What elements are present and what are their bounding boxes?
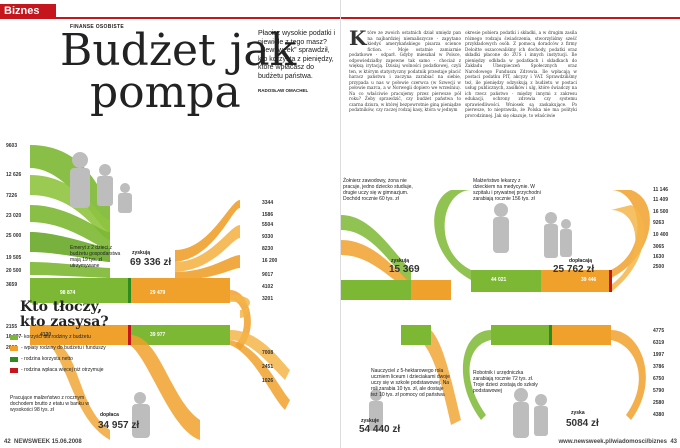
legend-title-line1: Kto tłoczy, — [20, 299, 103, 315]
value-label: 9017 — [262, 272, 274, 278]
value-label: 39 977 — [150, 332, 166, 338]
legend-label: - rodzina wpłaca więcej niż otrzymuje — [21, 367, 104, 373]
value-label: 4775 — [653, 328, 665, 334]
headline-line1: Budżet jak — [60, 25, 297, 76]
value-label: 19 505 — [6, 255, 22, 261]
person-desc-1: Emeryt z 2 dzieci z budżetu gospodarstwa… — [70, 245, 121, 269]
person-value-2: 15 369 — [389, 264, 420, 275]
lead-paragraph: Płacisz wysokie podatki i niewiele z teg… — [258, 30, 338, 96]
kicker: FINANSE OSOBISTE — [70, 24, 124, 30]
headline: Budżet jak pompa — [60, 29, 296, 118]
value-label: 2155 — [6, 324, 18, 330]
article-text-2: okresie pobiera podatki i składki, a w d… — [465, 30, 577, 118]
value-label: 44 021 — [491, 277, 507, 283]
legend-swatch — [10, 356, 18, 362]
value-label: 1026 — [262, 378, 274, 384]
value-label: 23 020 — [6, 213, 22, 219]
legend-title: Kto tłoczy, kto zasysa? — [20, 300, 109, 330]
section-divider — [341, 17, 680, 19]
value-label: 3659 — [6, 282, 18, 288]
footer-right: www.newsweek.pl/wiadomosci/biznes 43 — [558, 439, 677, 445]
person-desc-6: Robotnik i urzędniczka zarabiają rocznie… — [473, 370, 538, 394]
person-value-3: 25 762 zł — [553, 264, 595, 275]
value-label: 39 446 — [581, 277, 597, 283]
value-label: 1997 — [653, 352, 665, 358]
value-label: 16 500 — [653, 209, 669, 215]
legend-item: - wpłaty rodziny do budżetu i funduszy — [10, 345, 106, 351]
value-label: 7008 — [262, 350, 274, 356]
legend-label: - rodzina korzysta netto — [21, 356, 73, 362]
value-label: 20 500 — [6, 268, 22, 274]
person-desc-5: Nauczyciel z 5-hektarowego rola uczniem … — [371, 368, 450, 398]
section-divider — [0, 17, 340, 19]
footer-url: www.newsweek.pl/wiadomosci/biznes — [558, 439, 667, 445]
value-label: 11 146 — [653, 187, 669, 193]
footer-left: 42 NEWSWEEK 15.06.2008 — [4, 439, 82, 445]
person-result-4: dopłaca — [100, 412, 119, 418]
value-label: 11 409 — [653, 197, 669, 203]
article-column-1: K tóre ze zwoich ostatnich dział umiędz … — [349, 26, 461, 113]
legend-item: - korzyści dla rodziny z budżetu — [10, 334, 91, 340]
person-value-5: 54 440 zł — [359, 424, 401, 435]
person-value-4: 34 957 zł — [98, 420, 140, 431]
value-label: 4380 — [653, 412, 665, 418]
value-label: 2451 — [262, 364, 274, 370]
value-label: 16 200 — [262, 258, 278, 264]
value-label: 29 479 — [150, 290, 166, 296]
value-label: 6319 — [653, 340, 665, 346]
person-value-6: 5084 zł — [566, 418, 599, 429]
legend-item: - rodzina korzysta netto — [10, 356, 73, 362]
value-label: 1630 — [653, 254, 665, 260]
person-result-5: zyskuje — [361, 418, 380, 424]
legend-label: - wpłaty rodziny do budżetu i funduszy — [21, 345, 106, 351]
value-label: 7226 — [6, 193, 18, 199]
person-result-3: dopłacają — [569, 258, 593, 264]
author: RADOSŁAW OMACHEL — [258, 88, 309, 93]
value-label: 3786 — [653, 364, 665, 370]
person-result-1: zyskują — [132, 250, 151, 256]
value-label: 9263 — [653, 220, 665, 226]
legend-item: - rodzina wpłaca więcej niż otrzymuje — [10, 367, 104, 373]
article-column-2: okresie pobiera podatki i składki, a w d… — [465, 30, 577, 118]
value-label: 25 000 — [6, 233, 22, 239]
page-number: 42 — [4, 439, 11, 445]
page-number: 43 — [670, 439, 677, 445]
value-label: 5504 — [262, 222, 274, 228]
lead-text: Płacisz wysokie podatki i niewiele z teg… — [258, 30, 336, 80]
value-label: 5790 — [653, 388, 665, 394]
value-label: 3344 — [262, 200, 274, 206]
value-label: 2500 — [653, 264, 665, 270]
right-page: K tóre ze zwoich ostatnich dział umiędz … — [340, 0, 680, 448]
value-label: 98 874 — [60, 290, 76, 296]
value-label: 12 626 — [6, 172, 22, 178]
value-label: 3201 — [262, 296, 274, 302]
legend-swatch — [10, 345, 18, 351]
value-label: 6750 — [653, 376, 665, 382]
value-label: 2580 — [653, 400, 665, 406]
legend-title-line2: kto zasysa? — [20, 314, 109, 330]
value-label: 9603 — [6, 143, 18, 149]
dropcap: K — [349, 26, 367, 50]
value-label: 4102 — [262, 284, 274, 290]
person-result-6: zyska — [571, 410, 585, 416]
person-desc-2: Żołnierz zawodowy, żona nie pracuje, jed… — [343, 178, 413, 202]
person-desc-4: Pracujące małżeństwo z rocznym dochodem … — [10, 395, 89, 413]
legend-label: - korzyści dla rodziny z budżetu — [21, 334, 91, 340]
article-text-1: tóre ze zwoich ostatnich dział umiędz pa… — [349, 30, 461, 112]
legend-swatch — [10, 367, 18, 373]
footer-brand: NEWSWEEK 15.06.2008 — [14, 439, 82, 445]
person-value-1: 69 336 zł — [130, 257, 172, 268]
value-label: 4130 — [40, 332, 52, 338]
headline-line2: pompa — [90, 67, 241, 118]
value-label: 3065 — [653, 244, 665, 250]
value-label: 9330 — [262, 234, 274, 240]
legend-swatch — [10, 334, 18, 340]
section-tag: Biznes — [0, 4, 56, 18]
value-label: 1586 — [262, 212, 274, 218]
person-desc-3: Małżeństwo lekarzy z dzieckiem na medycy… — [473, 178, 541, 202]
left-page: Biznes FINANSE OSOBISTE Budżet jak pompa… — [0, 4, 340, 445]
person-result-2: zyskują — [391, 258, 410, 264]
value-label: 8230 — [262, 246, 274, 252]
value-label: 10 400 — [653, 232, 669, 238]
